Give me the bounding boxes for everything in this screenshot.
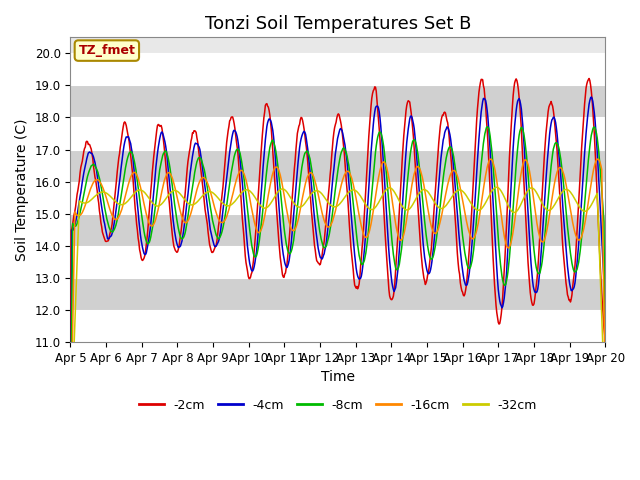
-4cm <box>588 94 595 100</box>
Bar <box>70 150 605 181</box>
-8cm <box>483 124 491 130</box>
-2cm <box>186 148 193 154</box>
Bar <box>70 53 605 85</box>
-4cm <box>602 393 609 399</box>
Line: -16cm: -16cm <box>70 159 605 451</box>
-16cm <box>214 214 221 220</box>
-32cm <box>403 207 411 213</box>
-8cm <box>403 186 411 192</box>
Bar <box>70 310 605 342</box>
-4cm <box>67 459 74 465</box>
-2cm <box>403 103 411 108</box>
Bar <box>70 214 605 246</box>
-16cm <box>602 391 609 396</box>
-16cm <box>419 175 426 180</box>
Text: TZ_fmet: TZ_fmet <box>79 44 135 57</box>
-32cm <box>186 201 193 207</box>
-4cm <box>214 240 221 246</box>
-2cm <box>67 383 74 388</box>
Line: -32cm: -32cm <box>70 187 605 445</box>
-2cm <box>76 170 84 176</box>
-4cm <box>403 140 411 145</box>
-8cm <box>214 235 221 241</box>
-2cm <box>131 205 139 211</box>
-16cm <box>403 216 411 222</box>
-32cm <box>492 184 500 190</box>
-4cm <box>419 231 426 237</box>
Line: -8cm: -8cm <box>70 127 605 458</box>
Legend: -2cm, -4cm, -8cm, -16cm, -32cm: -2cm, -4cm, -8cm, -16cm, -32cm <box>134 394 542 417</box>
Bar <box>70 181 605 214</box>
-8cm <box>67 455 74 461</box>
Line: -2cm: -2cm <box>70 79 605 456</box>
Line: -4cm: -4cm <box>70 97 605 462</box>
-4cm <box>186 178 193 183</box>
-2cm <box>419 264 426 270</box>
Bar <box>70 118 605 150</box>
-32cm <box>419 187 426 193</box>
-8cm <box>602 384 609 390</box>
-4cm <box>76 193 84 199</box>
Bar <box>70 246 605 278</box>
Y-axis label: Soil Temperature (C): Soil Temperature (C) <box>15 119 29 261</box>
-8cm <box>186 203 193 208</box>
-16cm <box>186 215 193 220</box>
-16cm <box>67 448 74 454</box>
-8cm <box>419 195 426 201</box>
-16cm <box>487 156 495 162</box>
Bar <box>70 278 605 310</box>
-4cm <box>131 179 139 184</box>
Bar <box>70 85 605 118</box>
-8cm <box>76 210 84 216</box>
-32cm <box>602 415 609 421</box>
-2cm <box>585 76 593 82</box>
-2cm <box>214 231 221 237</box>
Title: Tonzi Soil Temperatures Set B: Tonzi Soil Temperatures Set B <box>205 15 471 33</box>
-2cm <box>602 454 609 459</box>
-32cm <box>67 443 74 448</box>
-32cm <box>214 195 221 201</box>
-16cm <box>76 212 84 218</box>
X-axis label: Time: Time <box>321 370 355 384</box>
-32cm <box>131 190 139 195</box>
-32cm <box>76 199 84 204</box>
-16cm <box>131 170 139 176</box>
-8cm <box>131 163 139 168</box>
